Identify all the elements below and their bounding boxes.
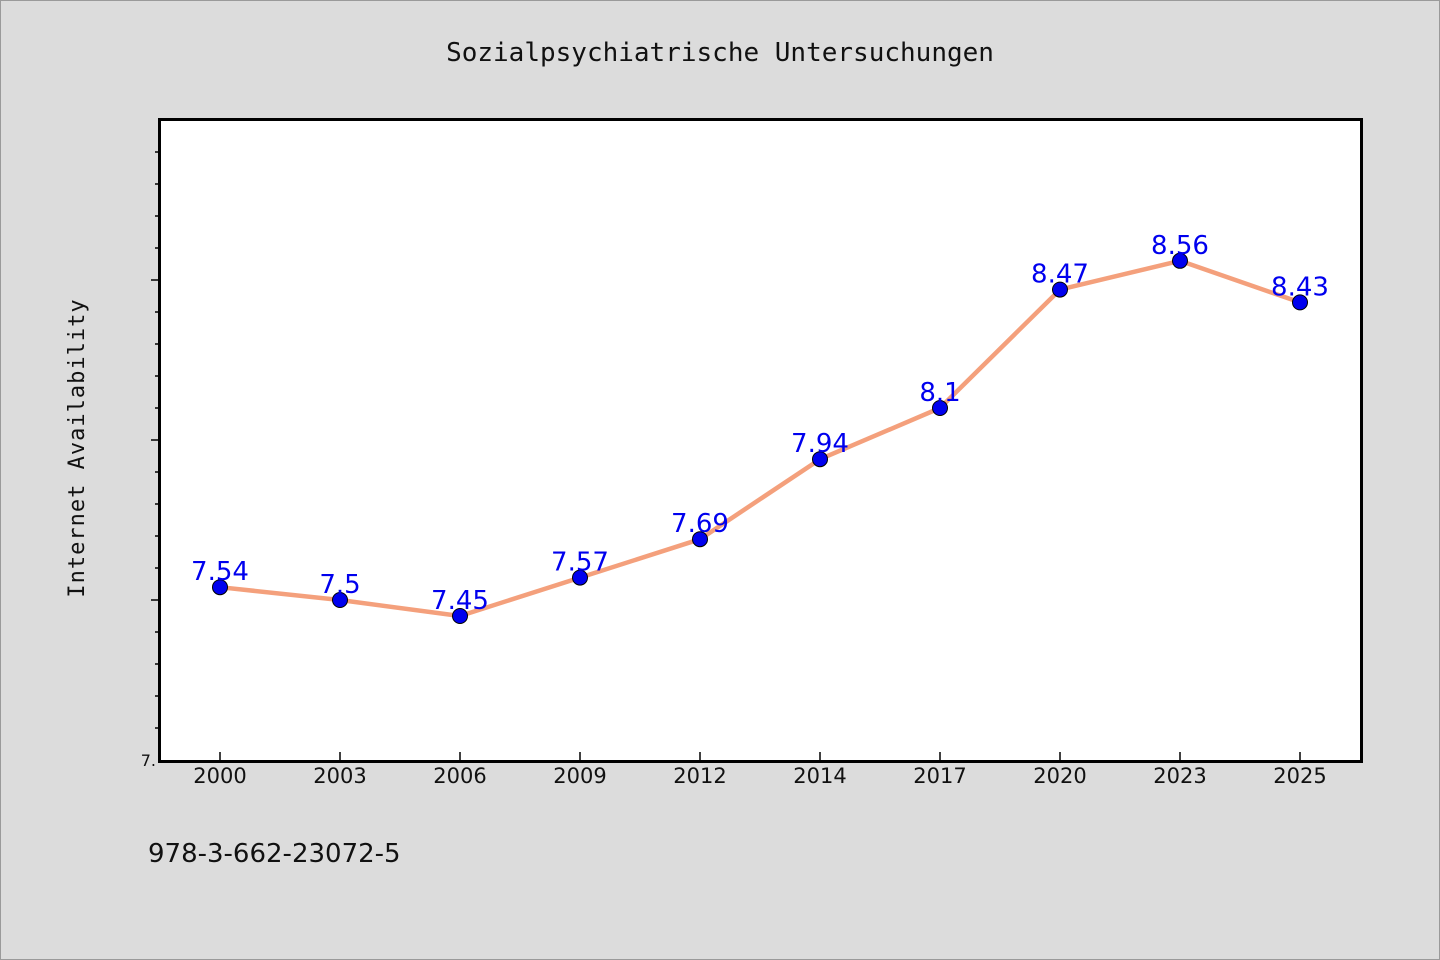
data-label: 8.47 xyxy=(1031,260,1089,290)
data-point xyxy=(572,569,588,586)
x-tick-label: 2020 xyxy=(1033,764,1086,788)
data-point xyxy=(332,592,348,608)
y-axis-ticks: 7. xyxy=(141,151,160,770)
data-point xyxy=(932,400,948,416)
data-label: 7.45 xyxy=(431,586,489,616)
x-axis-ticks: 2000 2003 2006 2009 2012 2014 2017 2020 2023 2025 xyxy=(193,752,1327,788)
data-label: 7.57 xyxy=(551,548,609,578)
data-point xyxy=(1292,294,1308,311)
x-tick-label: 2009 xyxy=(553,764,606,788)
data-point xyxy=(692,531,708,548)
plot-area xyxy=(158,118,1363,763)
x-tick-label: 2006 xyxy=(433,764,486,788)
isbn-text: 978-3-662-23072-5 xyxy=(148,839,401,869)
data-label: 7.5 xyxy=(319,570,360,600)
x-tick-label: 2017 xyxy=(913,764,966,788)
data-point xyxy=(1172,252,1188,269)
data-point xyxy=(812,451,828,468)
series-line xyxy=(217,258,1303,619)
chart-title: Sozialpsychiatrische Untersuchungen xyxy=(446,38,994,68)
data-label: 8.1 xyxy=(919,378,960,408)
x-tick-label: 2012 xyxy=(673,764,726,788)
data-label: 7.54 xyxy=(191,557,249,587)
x-tick-label: 2003 xyxy=(313,764,366,788)
y-axis-label: Internet Availability xyxy=(65,298,90,597)
data-label: 8.56 xyxy=(1151,231,1209,261)
data-label: 7.94 xyxy=(791,429,849,459)
data-label: 7.69 xyxy=(671,509,729,539)
series-layer: 7.54 7.5 7.45 7.57 7.69 7.94 8.1 8.47 8.56 8.43 xyxy=(191,231,1329,624)
data-label: 8.43 xyxy=(1271,272,1329,302)
x-tick-label: 2000 xyxy=(193,764,246,788)
data-point xyxy=(452,608,468,624)
x-tick-label: 2025 xyxy=(1273,764,1326,788)
data-point xyxy=(212,579,228,596)
y-tick-label: 7. xyxy=(141,751,156,770)
x-tick-label: 2023 xyxy=(1153,764,1206,788)
data-point xyxy=(1052,281,1068,298)
x-tick-label: 2014 xyxy=(793,764,846,788)
